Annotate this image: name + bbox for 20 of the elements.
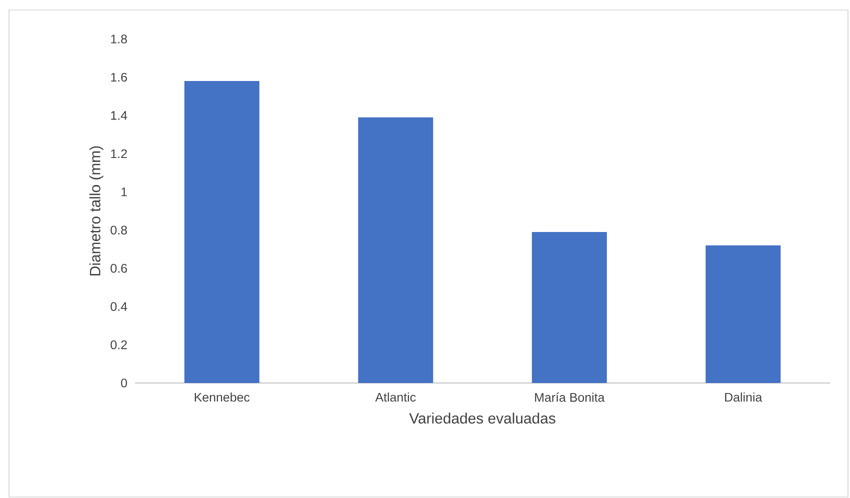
x-tick-label: Dalinia	[725, 392, 762, 402]
y-tick-label: 0.4	[110, 302, 128, 311]
y-tick-label: 1.2	[111, 149, 127, 158]
y-tick-label: 0.8	[110, 226, 127, 235]
y-tick-label: 0.2	[110, 340, 127, 350]
bar	[532, 232, 607, 383]
y-tick-label: 0	[121, 378, 127, 388]
y-tick-label: 1.4	[111, 111, 128, 120]
y-tick-label: 1.6	[111, 72, 127, 82]
y-axis-title: Diametro tallo (mm)	[89, 146, 104, 276]
x-tick-label: María Bonita	[535, 392, 605, 402]
bar	[706, 245, 781, 383]
bar	[184, 81, 260, 383]
y-tick-label: 0.6	[110, 264, 127, 273]
x-axis-title: Variedades evaluadas	[409, 412, 556, 424]
bar	[358, 117, 434, 383]
x-tick-label: Kennebec	[194, 392, 250, 402]
y-tick-label: 1.8	[111, 34, 127, 44]
x-tick-label: Atlantic	[375, 392, 416, 402]
y-tick-label: 1	[122, 188, 127, 196]
